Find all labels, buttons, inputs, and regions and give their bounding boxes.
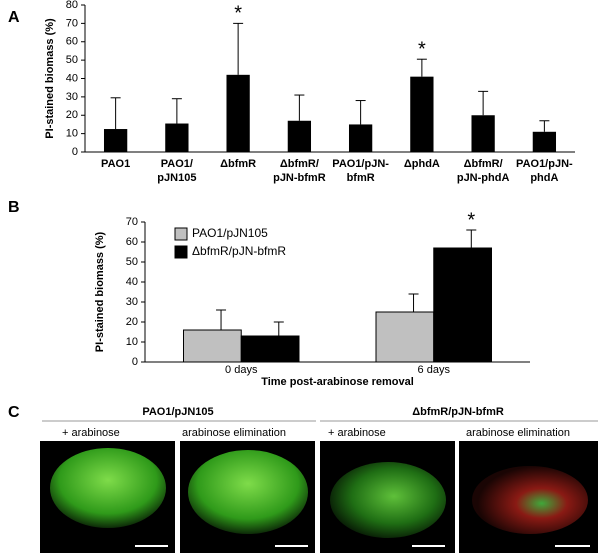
bar	[103, 129, 128, 152]
bar	[348, 124, 373, 152]
x-tick-label: PAO1/pJN105	[157, 158, 196, 184]
x-tick-label: ΔbfmR	[220, 158, 256, 170]
panel-label: A	[8, 9, 20, 26]
bar	[165, 123, 189, 152]
y-tick-label: 70	[126, 216, 138, 228]
x-tick-label: 0 days	[225, 364, 258, 376]
legend-label: PAO1/pJN105	[192, 226, 268, 240]
x-tick-label: ΔbfmR/pJN-bfmR	[273, 158, 326, 184]
y-axis-label: PI-stained biomass (%)	[44, 18, 56, 139]
y-tick-label: 50	[66, 54, 78, 66]
bar	[471, 115, 495, 152]
y-tick-label: 20	[66, 109, 78, 121]
x-tick-label: PAO1	[101, 158, 130, 170]
x-tick-label: PAO1/pJN-phdA	[516, 158, 573, 184]
panel-label: C	[8, 404, 20, 421]
y-tick-label: 0	[72, 146, 78, 158]
bar	[226, 74, 250, 152]
group-title: PAO1/pJN105	[142, 406, 213, 418]
y-axis-label: PI-stained biomass (%)	[94, 231, 106, 352]
biofilm	[472, 466, 588, 534]
group-title: ΔbfmR/pJN-bfmR	[412, 406, 504, 418]
legend-swatch	[174, 245, 188, 259]
annotation: *	[418, 38, 426, 60]
condition: arabinose elimination	[182, 427, 286, 439]
y-tick-label: 30	[126, 296, 138, 308]
bar	[410, 76, 434, 152]
bar	[433, 247, 492, 363]
bar	[183, 329, 242, 363]
condition: arabinose elimination	[466, 427, 570, 439]
biofilm	[188, 450, 308, 534]
x-tick-label: PAO1/pJN-bfmR	[332, 158, 389, 184]
y-tick-label: 60	[66, 36, 78, 48]
bar	[240, 335, 300, 363]
micrographs	[40, 441, 598, 553]
y-tick-label: 60	[126, 236, 138, 248]
y-tick-label: 0	[132, 356, 138, 368]
y-tick-label: 30	[66, 91, 78, 103]
annotation: *	[234, 3, 242, 25]
y-tick-label: 50	[126, 256, 138, 268]
y-tick-label: 10	[126, 336, 138, 348]
y-tick-label: 10	[66, 128, 78, 140]
x-tick-label: ΔphdA	[404, 158, 440, 170]
y-tick-label: 40	[66, 72, 78, 84]
biofilm	[330, 462, 446, 538]
y-tick-label: 70	[66, 17, 78, 29]
x-axis-label: Time post-arabinose removal	[261, 376, 414, 388]
x-tick-label: 6 days	[418, 364, 451, 376]
annotation: *	[467, 209, 475, 231]
panel-label: B	[8, 199, 20, 216]
biofilm	[50, 448, 166, 528]
bar	[532, 131, 557, 152]
y-tick-label: 40	[126, 276, 138, 288]
condition: + arabinose	[328, 427, 386, 439]
condition: + arabinose	[62, 427, 120, 439]
legend-label: ΔbfmR/pJN-bfmR	[192, 244, 286, 258]
legend-swatch	[174, 227, 188, 241]
bar	[375, 311, 435, 363]
y-tick-label: 20	[126, 316, 138, 328]
bar	[287, 120, 312, 152]
x-tick-label: ΔbfmR/pJN-phdA	[457, 158, 510, 184]
y-tick-label: 80	[66, 0, 78, 11]
